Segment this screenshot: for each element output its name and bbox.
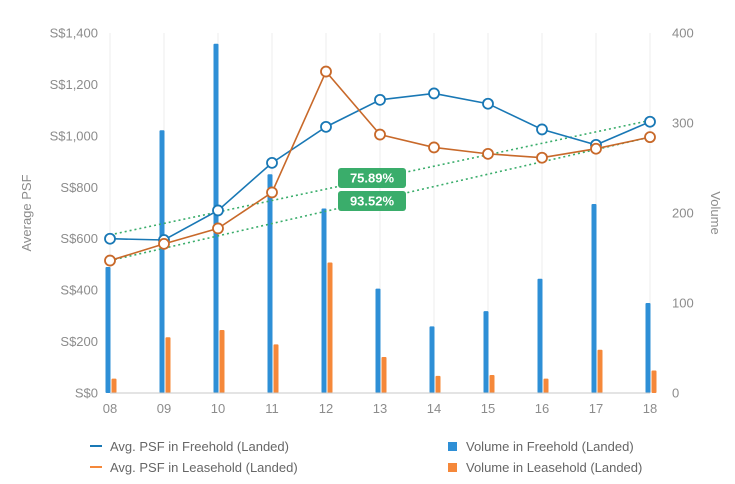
x-tick-label: 17 xyxy=(589,401,603,416)
point-leasehold-08 xyxy=(104,254,116,267)
trend-badge-bg xyxy=(338,168,406,188)
left-tick-label: S$1,400 xyxy=(50,26,98,41)
legend-label-freehold-psf: Avg. PSF in Freehold (Landed) xyxy=(110,438,289,454)
bar-leasehold-17 xyxy=(597,349,603,393)
right-tick-label: 100 xyxy=(672,296,694,311)
psf-points xyxy=(104,65,656,267)
x-tick-label: 12 xyxy=(319,401,333,416)
left-axis-title: Average PSF xyxy=(19,174,34,251)
legend-label-freehold-volume: Volume in Freehold (Landed) xyxy=(466,438,634,454)
bar-leasehold-11 xyxy=(273,344,279,393)
bar-leasehold-18 xyxy=(651,370,657,393)
point-freehold-12 xyxy=(320,120,332,133)
bar-freehold-11 xyxy=(267,174,273,393)
point-leasehold-16 xyxy=(536,151,548,164)
volume-bars xyxy=(105,43,657,394)
trend-labels: 75.89% 93.52% xyxy=(338,168,406,211)
left-tick-label: S$0 xyxy=(75,386,98,401)
legend-swatch-leasehold-volume xyxy=(448,462,457,472)
point-freehold-13 xyxy=(374,93,386,106)
x-tick-label: 09 xyxy=(157,401,171,416)
legend-label-leasehold-volume: Volume in Leasehold (Landed) xyxy=(466,459,643,475)
legend-item-freehold-volume[interactable]: Volume in Freehold (Landed) xyxy=(448,436,634,456)
point-leasehold-10 xyxy=(212,222,224,235)
bar-leasehold-13 xyxy=(381,357,387,393)
left-tick-label: S$800 xyxy=(60,180,98,195)
x-tick-label: 14 xyxy=(427,401,441,416)
left-tick-label: S$400 xyxy=(60,283,98,298)
point-freehold-14 xyxy=(428,87,440,100)
left-tick-label: S$200 xyxy=(60,334,98,349)
right-tick-label: 0 xyxy=(672,386,679,401)
x-tick-label: 10 xyxy=(211,401,225,416)
bar-leasehold-08 xyxy=(111,378,117,393)
right-axis-title: Volume xyxy=(708,191,723,234)
point-freehold-10 xyxy=(212,204,224,217)
x-tick-label: 11 xyxy=(265,401,279,416)
point-freehold-08 xyxy=(104,232,116,245)
bar-freehold-18 xyxy=(645,303,651,393)
point-leasehold-15 xyxy=(482,147,494,160)
left-tick-label: S$1,000 xyxy=(50,128,98,143)
bar-freehold-13 xyxy=(375,288,381,393)
x-tick-label: 18 xyxy=(643,401,657,416)
right-tick-label: 400 xyxy=(672,26,694,41)
right-tick-label: 200 xyxy=(672,206,694,221)
bar-leasehold-10 xyxy=(219,330,225,393)
legend-label-leasehold-psf: Avg. PSF in Leasehold (Landed) xyxy=(110,459,298,475)
bar-freehold-10 xyxy=(213,43,219,394)
legend-swatch-freehold-volume xyxy=(448,441,457,451)
left-axis-ticks: S$0 S$200 S$400 S$600 S$800 S$1,000 S$1,200 S$1… xyxy=(50,26,98,401)
point-leasehold-13 xyxy=(374,128,386,141)
bar-leasehold-09 xyxy=(165,337,171,393)
trend-badge-leasehold: 93.52% xyxy=(338,191,406,211)
trend-badge-label: 75.89% xyxy=(350,171,395,186)
bar-leasehold-15 xyxy=(489,375,495,393)
x-tick-label: 13 xyxy=(373,401,387,416)
point-leasehold-12 xyxy=(320,65,332,78)
trend-badge-label: 93.52% xyxy=(350,194,395,209)
point-freehold-15 xyxy=(482,97,494,110)
point-freehold-11 xyxy=(266,156,278,169)
bar-freehold-12 xyxy=(321,208,327,393)
bar-freehold-15 xyxy=(483,311,489,393)
legend-item-leasehold-psf[interactable]: Avg. PSF in Leasehold (Landed) xyxy=(90,457,298,477)
bar-leasehold-12 xyxy=(327,262,333,393)
bar-freehold-16 xyxy=(537,278,543,393)
point-freehold-16 xyxy=(536,123,548,136)
bar-leasehold-16 xyxy=(543,378,549,393)
bar-freehold-09 xyxy=(159,130,165,393)
x-axis-ticks: 08 09 10 11 12 13 14 15 16 17 18 xyxy=(103,401,657,416)
point-freehold-18 xyxy=(644,115,656,128)
legend-swatch-freehold-psf xyxy=(90,445,102,447)
right-axis-ticks: 0 100 200 300 400 xyxy=(672,26,694,401)
x-tick-label: 16 xyxy=(535,401,549,416)
legend-item-freehold-psf[interactable]: Avg. PSF in Freehold (Landed) xyxy=(90,436,289,456)
x-tick-label: 15 xyxy=(481,401,495,416)
point-leasehold-14 xyxy=(428,141,440,154)
bar-freehold-17 xyxy=(591,204,597,393)
point-leasehold-09 xyxy=(158,237,170,250)
bar-freehold-08 xyxy=(105,267,111,393)
bar-freehold-14 xyxy=(429,326,435,393)
bar-leasehold-14 xyxy=(435,375,441,393)
trend-badge-bg xyxy=(338,191,406,211)
left-tick-label: S$600 xyxy=(60,231,98,246)
point-leasehold-18 xyxy=(644,131,656,144)
combo-chart: 75.89% 93.52% S$0 S$200 S$400 S$600 S$800 S$1,… xyxy=(19,26,723,417)
right-tick-label: 300 xyxy=(672,116,694,131)
point-leasehold-11 xyxy=(266,186,278,199)
trend-badge-freehold: 75.89% xyxy=(338,168,406,188)
x-tick-label: 08 xyxy=(103,401,117,416)
legend-item-leasehold-volume[interactable]: Volume in Leasehold (Landed) xyxy=(448,457,642,477)
legend-swatch-leasehold-psf xyxy=(90,466,102,468)
legend: Avg. PSF in Freehold (Landed) Avg. PSF i… xyxy=(0,430,735,480)
left-tick-label: S$1,200 xyxy=(50,77,98,92)
point-leasehold-17 xyxy=(590,142,602,155)
